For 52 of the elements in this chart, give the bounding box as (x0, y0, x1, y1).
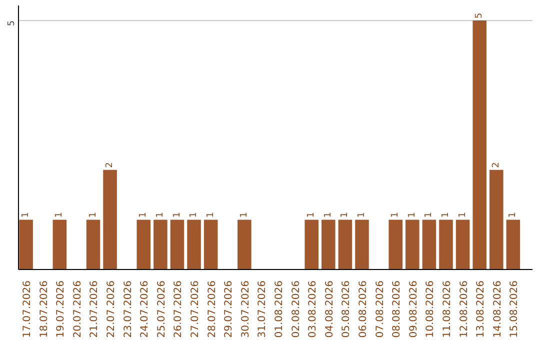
x-tick-label: 20.07.2026 (72, 280, 84, 338)
data-label: 1 (155, 212, 166, 218)
data-label: 1 (206, 212, 216, 218)
x-tick-label: 28.07.2026 (206, 280, 218, 338)
x-tick-label: 22.07.2026 (106, 280, 118, 338)
x-tick-label: 11.08.2026 (442, 280, 453, 338)
x-tick-label: 21.07.2026 (89, 280, 100, 338)
data-label: 1 (357, 212, 368, 218)
x-tick-label: 23.07.2026 (122, 280, 134, 338)
x-tick-label: 01.08.2026 (274, 280, 286, 338)
x-tick-label: 24.07.2026 (140, 280, 151, 338)
x-tick-label: 19.07.2026 (56, 280, 67, 338)
x-tick-label: 06.08.2026 (358, 280, 370, 338)
x-tick-label: 07.08.2026 (374, 280, 386, 338)
x-tick-label: 17.07.2026 (22, 280, 34, 338)
x-tick-label: 09.08.2026 (408, 280, 420, 338)
data-label: 1 (88, 212, 98, 218)
x-tick-label: 12.08.2026 (458, 280, 470, 338)
data-label: 1 (390, 212, 401, 218)
x-tick-label: 18.07.2026 (38, 280, 50, 338)
data-label: 1 (306, 212, 317, 218)
x-tick-label: 26.07.2026 (173, 280, 184, 338)
data-label: 1 (189, 212, 200, 218)
data-label: 1 (441, 212, 452, 218)
x-tick-label: 08.08.2026 (392, 280, 403, 338)
data-label: 1 (508, 212, 518, 218)
x-tick-label: 30.07.2026 (240, 280, 252, 338)
data-label: 1 (407, 212, 418, 218)
data-label: 2 (491, 162, 502, 168)
data-label: 1 (424, 212, 434, 218)
x-tick-label: 13.08.2026 (476, 280, 487, 338)
x-tick-label: 14.08.2026 (492, 280, 504, 338)
x-tick-label: 10.08.2026 (425, 280, 436, 338)
data-label: 1 (340, 212, 350, 218)
data-label: 1 (458, 212, 468, 218)
x-tick-label: 02.08.2026 (290, 280, 302, 338)
data-label: 1 (323, 212, 334, 218)
data-label: 1 (138, 212, 149, 218)
x-tick-label: 27.07.2026 (190, 280, 202, 338)
x-tick-label: 25.07.2026 (156, 280, 168, 338)
x-tick-label: 04.08.2026 (324, 280, 336, 338)
data-label: 2 (105, 162, 116, 168)
x-tick-label: 31.07.2026 (257, 280, 268, 338)
data-label: 5 (474, 12, 485, 18)
x-tick-label: 15.08.2026 (509, 280, 520, 338)
x-tick-label: 03.08.2026 (308, 280, 319, 338)
data-label: 1 (172, 212, 182, 218)
data-label: 1 (54, 212, 65, 218)
x-tick-label: 29.07.2026 (224, 280, 235, 338)
x-tick-label: 05.08.2026 (341, 280, 352, 338)
data-label: 1 (239, 212, 250, 218)
data-label: 1 (21, 212, 32, 218)
